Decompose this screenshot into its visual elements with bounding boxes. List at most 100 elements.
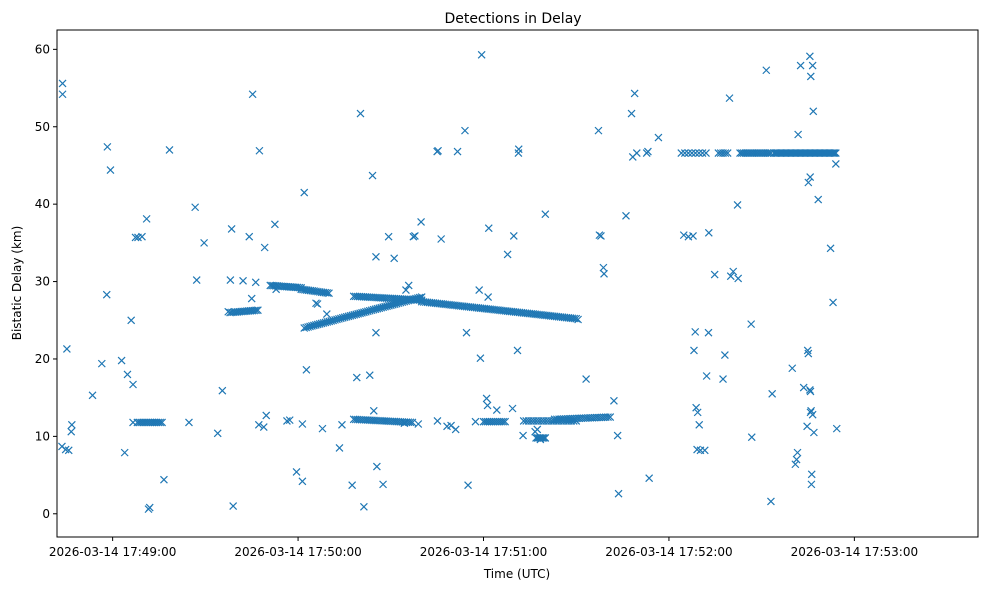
data-point [102,290,111,299]
data-point [379,480,387,489]
data-point [702,149,710,157]
y-axis-label: Bistatic Delay (km) [10,226,24,341]
data-point [138,232,146,241]
data-point [259,423,268,432]
data-point [323,288,332,297]
y-tick-label: 60 [35,42,50,56]
data-point [67,420,76,429]
data-point [687,149,696,157]
data-point [414,420,423,428]
data-point [599,263,608,272]
data-point [313,300,322,308]
data-point [803,346,812,355]
data-point [127,316,136,325]
data-point [806,173,815,181]
data-point [245,232,254,241]
data-point [298,477,307,486]
data-point [807,480,816,489]
data-point [726,272,735,281]
data-point [251,278,260,287]
data-point [248,90,257,99]
data-point [597,231,605,240]
data-point [691,327,700,336]
data-point [690,346,698,355]
data-point [499,417,508,426]
data-point [255,146,264,155]
data-point [721,149,730,157]
data-point [809,107,818,116]
data-point [302,365,311,374]
y-tick-label: 0 [42,507,50,521]
data-point [627,109,636,118]
data-point [695,420,704,429]
data-point [796,61,805,70]
data-point [247,294,256,303]
data-point [433,416,442,425]
data-point [831,159,840,168]
data-point [106,166,115,175]
data-point [239,276,247,285]
data-point [260,243,269,252]
data-point [141,418,149,427]
data-point [677,149,686,157]
data-point [133,418,142,427]
data-point [679,231,688,240]
data-point [417,218,425,226]
data-point [482,394,491,403]
data-point [704,228,713,237]
data-point [144,418,153,427]
y-tick-label: 30 [35,275,50,289]
data-point [533,425,542,434]
data-point [359,502,368,511]
data-point [160,475,168,484]
x-tick-label: 2026-03-14 17:51:00 [420,545,547,559]
data-point [538,433,547,442]
data-point [142,418,151,427]
data-point [156,418,165,427]
x-tick-label: 2026-03-14 17:53:00 [791,545,918,559]
data-point [368,171,377,180]
data-point [338,420,346,429]
data-point [723,149,732,157]
data-point [693,408,702,417]
data-point [298,420,307,428]
data-point [150,418,159,427]
data-point [410,231,419,240]
data-point [807,470,816,479]
data-point [830,149,839,157]
data-point [62,344,71,353]
data-point [270,220,279,229]
data-point [464,481,472,490]
data-point [763,149,772,157]
data-point [88,391,97,400]
data-point [788,364,797,373]
data-point [702,372,711,380]
data-point [826,244,835,253]
data-point [509,231,518,240]
data-point [252,306,260,315]
data-point [462,328,471,337]
data-point [806,387,815,396]
data-point [680,149,689,157]
chart-title: Detections in Delay [444,11,581,27]
data-point [691,149,700,157]
data-point [227,225,236,233]
data-point [325,289,333,298]
data-point [484,293,493,301]
data-point [704,328,713,337]
data-point [285,416,294,425]
data-point [97,359,106,368]
data-point [120,448,129,457]
data-point [645,474,654,483]
data-point [572,314,581,323]
data-point [135,418,144,427]
data-point [192,276,201,284]
data-point [710,270,719,279]
data-point [700,446,709,455]
data-point [402,286,410,295]
data-point [747,320,756,329]
data-point [492,406,501,414]
data-point [148,418,157,427]
data-point [804,178,813,187]
